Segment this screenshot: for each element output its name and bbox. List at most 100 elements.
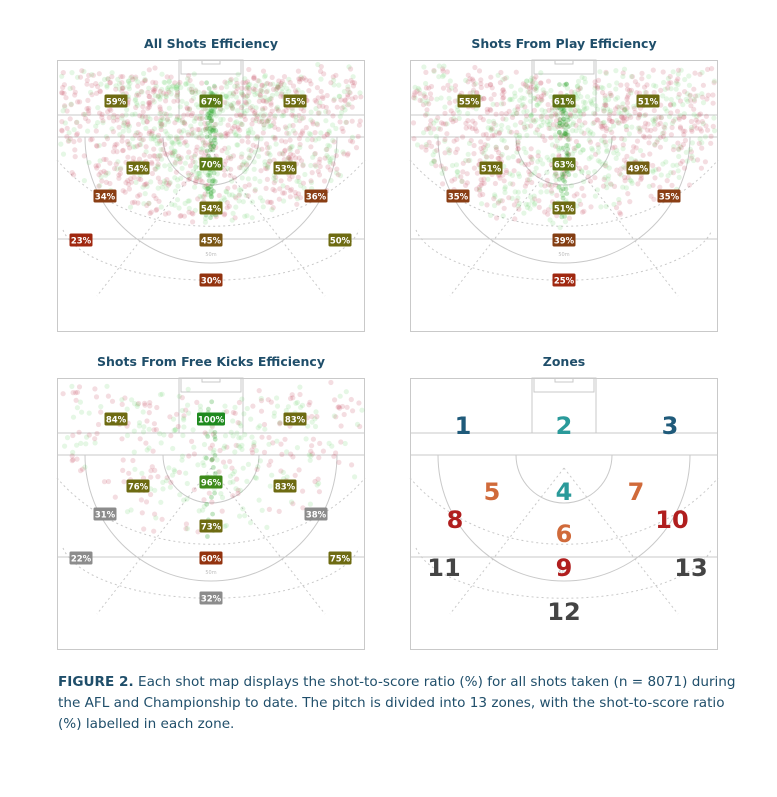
shot-dot <box>253 475 259 481</box>
shot-dot <box>655 122 661 128</box>
shot-dot <box>322 155 328 161</box>
shot-dot <box>676 153 682 160</box>
shot-dot <box>570 128 576 134</box>
shot-dot <box>308 178 314 184</box>
shot-dot <box>131 428 137 434</box>
shot-dot <box>265 397 271 403</box>
zone-number-9: 9 <box>556 554 573 582</box>
shot-dot <box>183 521 189 527</box>
shot-dot <box>577 149 583 155</box>
shot-dot <box>238 165 244 171</box>
shot-dot <box>81 153 87 159</box>
shot-dot <box>545 122 551 128</box>
shot-dot <box>536 204 542 210</box>
shot-dot <box>639 70 645 76</box>
shot-dot <box>264 119 270 125</box>
shot-dot <box>295 68 301 74</box>
shot-dot <box>260 204 266 210</box>
shot-dot <box>308 144 314 150</box>
shot-dot <box>622 106 628 112</box>
shot-dot <box>273 106 280 112</box>
shot-dot <box>71 172 77 178</box>
shot-dot <box>488 82 494 88</box>
shot-dot <box>225 185 231 191</box>
label-text: 70% <box>201 160 222 170</box>
shot-dot <box>668 170 674 176</box>
shot-dot <box>61 82 67 88</box>
shot-dot <box>179 395 185 401</box>
shot-dot <box>162 211 168 217</box>
shot-dot <box>550 153 556 159</box>
shot-dot <box>481 96 487 102</box>
shot-dot <box>500 95 506 101</box>
shot-dot <box>631 105 637 111</box>
shot-dot <box>169 140 175 146</box>
shot-dot <box>109 70 115 76</box>
shot-dot <box>174 411 180 417</box>
shot-dot <box>208 89 214 95</box>
shot-dot <box>104 84 110 90</box>
shot-dot <box>152 88 158 94</box>
shot-dot <box>624 105 630 111</box>
shot-dot <box>329 155 335 161</box>
shot-dot <box>671 144 677 150</box>
shot-dot <box>348 396 354 403</box>
shot-dot <box>694 113 700 120</box>
zone-ratio-label-2: 67% <box>199 94 223 108</box>
shot-dot <box>339 105 345 111</box>
shot-dot <box>226 203 232 209</box>
shot-dot <box>119 113 125 119</box>
shot-dot <box>559 123 565 130</box>
shot-dot <box>242 183 248 189</box>
shot-dot <box>309 137 315 143</box>
shot-dot <box>312 423 319 430</box>
shot-dot <box>306 402 312 408</box>
shot-dot <box>225 122 231 128</box>
shot-dot <box>557 117 563 123</box>
shot-dot <box>445 146 451 152</box>
shot-dot <box>199 115 205 121</box>
shot-dot <box>192 151 198 157</box>
shot-dot <box>202 140 208 146</box>
shot-dot <box>280 151 286 157</box>
shot-dot <box>606 116 612 122</box>
shot-dot <box>200 460 206 466</box>
shot-dot <box>514 198 520 204</box>
shot-dot <box>192 164 198 170</box>
shot-dot <box>587 131 593 137</box>
shot-dot <box>183 80 189 87</box>
shot-dot <box>499 111 505 117</box>
shot-dot <box>170 150 176 156</box>
shot-dot <box>478 84 484 91</box>
shot-dot <box>224 200 230 206</box>
shot-dot <box>267 111 274 117</box>
shot-dot <box>563 121 569 128</box>
shot-dot <box>277 420 283 426</box>
shot-dot <box>528 194 534 200</box>
shot-dot <box>134 102 140 108</box>
shot-dot <box>185 129 191 135</box>
shot-dot <box>227 77 233 83</box>
shot-dot <box>564 122 569 128</box>
shot-dot <box>228 128 234 134</box>
shot-dot <box>625 174 631 181</box>
shot-dot <box>139 137 145 143</box>
shot-dot <box>160 486 166 492</box>
shot-dot <box>594 117 600 123</box>
shot-dot <box>661 124 667 130</box>
shot-dot <box>544 114 550 120</box>
shot-dot <box>688 124 694 131</box>
shot-dot <box>131 449 137 455</box>
shot-dot <box>158 137 164 143</box>
shot-dot <box>565 124 571 130</box>
shot-dot <box>446 150 452 156</box>
shot-dot <box>209 141 215 146</box>
shot-dot <box>412 90 418 96</box>
shot-dot <box>444 69 450 75</box>
shot-dot <box>573 145 579 151</box>
shot-dot <box>262 94 268 100</box>
shot-dot <box>431 120 437 126</box>
shot-dot <box>565 137 571 142</box>
shot-dot <box>85 97 91 103</box>
shot-dot <box>602 175 608 181</box>
